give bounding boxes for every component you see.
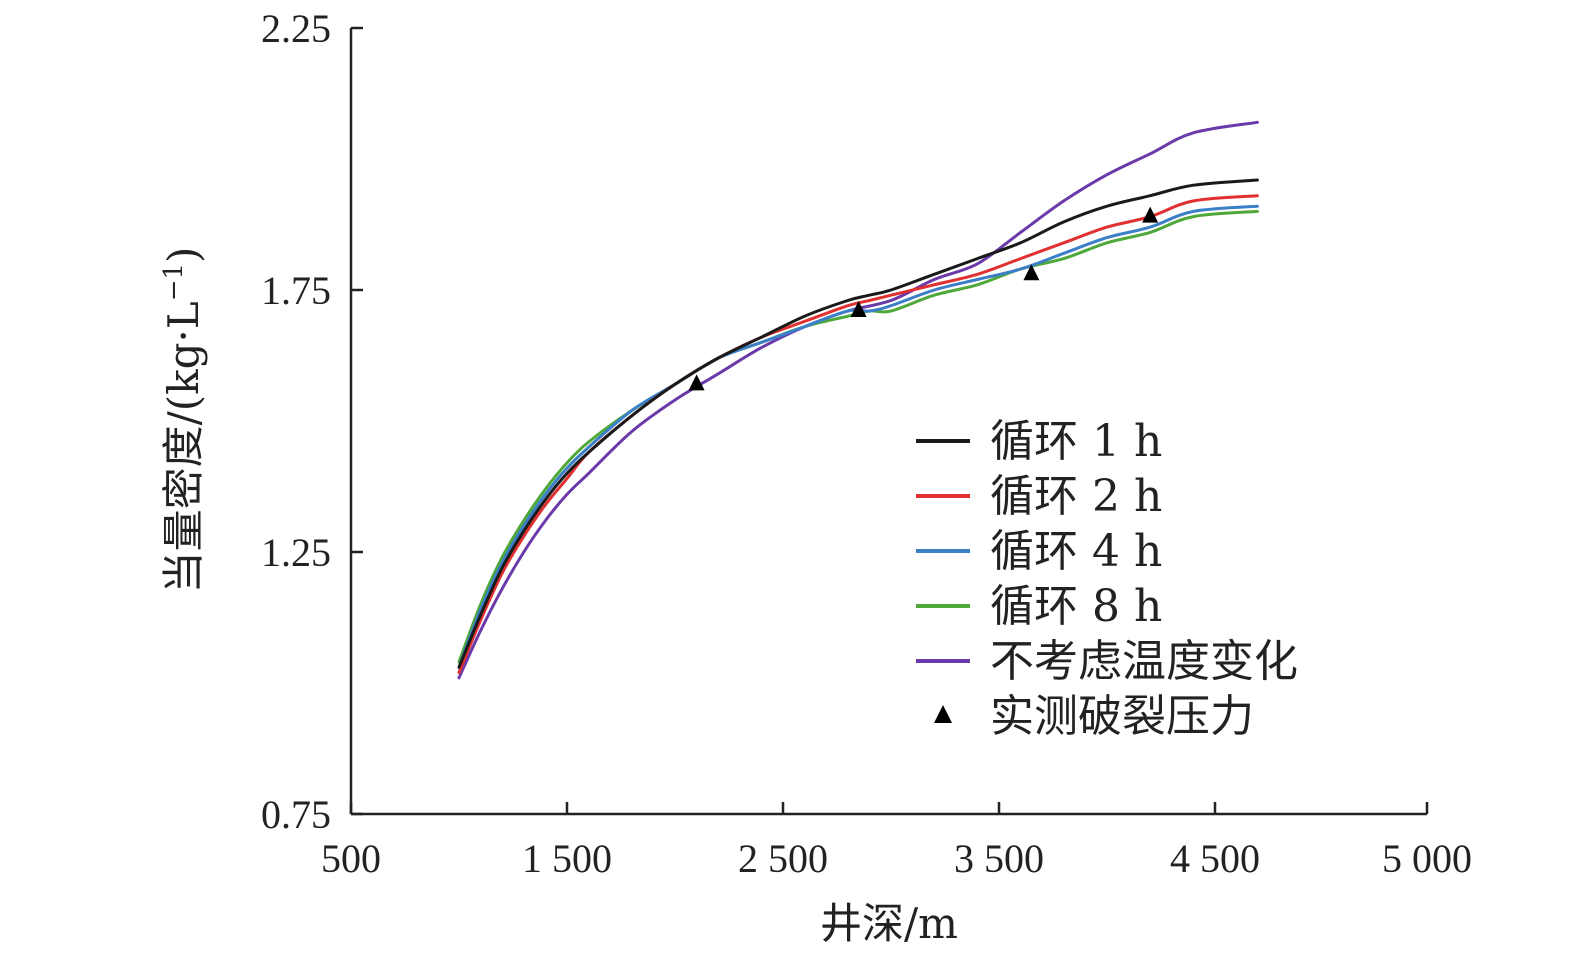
y-axis-label-group: 当量密度/(kg·L−1): [159, 247, 208, 594]
legend-label: 循环 1 h: [990, 416, 1162, 467]
x-axis-label: 井深/m: [820, 899, 958, 948]
fracture-pressure-marker: [688, 374, 705, 391]
legend-label: 实测破裂压力: [990, 691, 1254, 742]
series-line: [457, 204, 1259, 669]
legend-label: 循环 8 h: [990, 581, 1162, 632]
axis-ticks: [349, 26, 1429, 816]
y-tick-label: 0.75: [261, 792, 331, 837]
x-tick-label: 5 000: [1382, 836, 1472, 881]
legend-label: 循环 4 h: [990, 526, 1162, 577]
y-axis-label: 当量密度/(kg·L−1): [159, 247, 208, 594]
series-line: [457, 120, 1259, 680]
series-line: [457, 178, 1259, 669]
x-tick-label: 500: [321, 836, 381, 881]
fracture-pressure-marker: [1023, 264, 1040, 281]
x-tick-label: 1 500: [522, 836, 612, 881]
y-tick-label: 1.25: [261, 530, 331, 575]
marker-layer: [688, 206, 1159, 391]
legend-swatch-triangle: [934, 705, 952, 723]
legend-label: 不考虑温度变化: [990, 636, 1298, 687]
x-tick-label: 2 500: [738, 836, 828, 881]
x-tick-label: 4 500: [1170, 836, 1260, 881]
y-axis-label-main: 当量密度/(kg·L: [159, 301, 208, 593]
fracture-pressure-marker: [1142, 206, 1159, 223]
y-axis-label-close: ): [159, 247, 208, 263]
x-tick-label: 3 500: [954, 836, 1044, 881]
legend-label: 循环 2 h: [990, 471, 1162, 522]
y-axis-label-superscript: −1: [159, 263, 189, 301]
y-tick-label: 1.75: [261, 268, 331, 313]
tick-labels: 0.75 1.25 1.75 2.25 500 1 500 2 500 3 500 4 500 5…: [261, 6, 1472, 881]
series-layer: [457, 120, 1259, 680]
fracture-pressure-marker: [850, 300, 867, 317]
series-line: [457, 194, 1259, 674]
y-tick-label: 2.25: [261, 6, 331, 51]
